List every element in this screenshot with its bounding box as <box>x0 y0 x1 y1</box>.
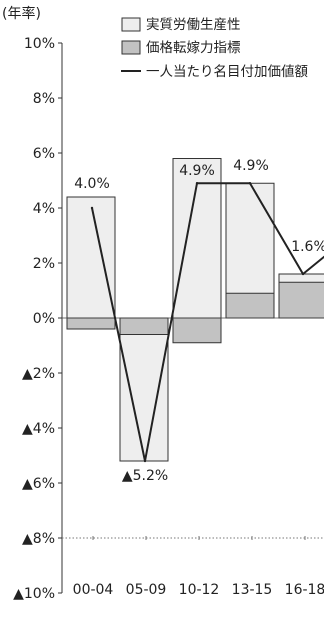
y-tick-label-0: 10% <box>24 36 55 52</box>
nominal-value-added-line <box>91 182 324 462</box>
data-labels-layer: 4.0% ▲5.2% 4.9% 4.9% 1.6% <box>74 158 324 484</box>
data-label-1: ▲5.2% <box>122 468 168 484</box>
y-tick-label-4: 2% <box>33 256 55 272</box>
y-tick-label-9: ▲8% <box>22 531 55 547</box>
y-tick-label-7: ▲4% <box>22 421 55 437</box>
price-pass-through-bar-0 <box>66 317 116 330</box>
price-pass-through-bar-2 <box>172 317 222 344</box>
price-pass-through-bar-3 <box>225 292 275 319</box>
legend-label-2: 一人当たり名目付加価値額 <box>146 64 308 80</box>
legend-label-0: 実質労働生産性 <box>146 17 241 33</box>
y-tick-label-6: ▲2% <box>22 366 55 382</box>
price-pass-through-bar-1 <box>119 317 169 335</box>
y-tick-label-3: 4% <box>33 201 55 217</box>
y-tick-label-8: ▲6% <box>22 476 55 492</box>
x-tick-label-2: 10-12 <box>179 582 220 598</box>
nominal-value-added-point-2 <box>195 182 199 185</box>
nominal-value-added-point-1 <box>143 459 147 463</box>
productivity-bar-0 <box>66 196 116 319</box>
y-tick-label-2: 6% <box>33 146 55 162</box>
x-tick-label-3: 13-15 <box>232 582 273 598</box>
data-label-2: 4.9% <box>179 163 215 179</box>
y-tick-label-5: 0% <box>33 311 55 327</box>
bars-layer <box>66 158 324 462</box>
data-label-0: 4.0% <box>74 176 110 192</box>
x-tick-label-0: 00-04 <box>73 582 114 598</box>
x-tick-label-4: 16-18 <box>285 582 324 598</box>
line-layer <box>90 182 324 463</box>
axis-layer: 10% 8% 6% 4% 2% 0% ▲2% ▲4% ▲6% ▲8% ▲10% 00-04 05-09 1… <box>13 36 324 602</box>
price-pass-through-bar-4 <box>278 281 324 319</box>
y-tick-label-1: 8% <box>33 91 55 107</box>
legend-swatch-1 <box>121 40 141 55</box>
x-tick-label-1: 05-09 <box>126 582 167 598</box>
productivity-bar-1 <box>119 317 169 462</box>
nominal-value-added-point-4 <box>301 272 305 276</box>
y-tick-label-10: ▲10% <box>13 586 55 602</box>
nominal-value-added-point-3 <box>248 182 252 185</box>
y-unit-label: (年率) <box>2 5 41 22</box>
data-label-4: 1.6% <box>291 239 324 255</box>
nominal-value-added-point-0 <box>90 206 94 210</box>
legend-label-1: 価格転嫁力指標 <box>146 40 241 56</box>
data-label-3: 4.9% <box>233 158 269 174</box>
legend-swatch-0 <box>121 17 141 32</box>
